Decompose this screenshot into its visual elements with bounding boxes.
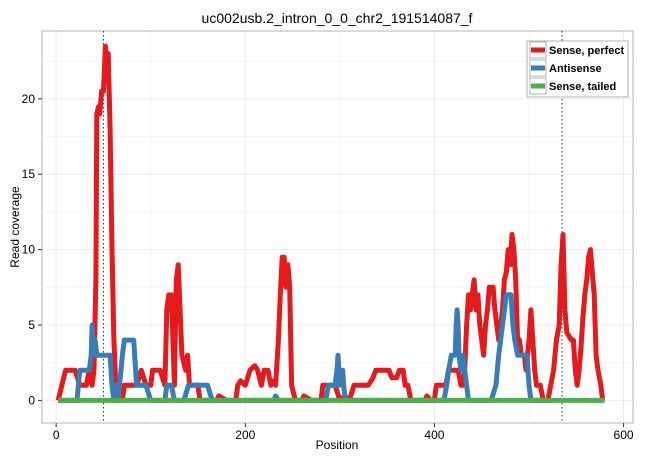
x-tick-label: 600 — [614, 428, 634, 442]
chart-title: uc002usb.2_intron_0_0_chr2_191514087_f — [202, 10, 473, 26]
y-axis-label: Read coverage — [8, 186, 22, 268]
legend: Sense, perfect Antisense Sense, tailed — [526, 40, 629, 98]
x-axis-label: Position — [316, 438, 359, 452]
legend-label: Sense, perfect — [549, 45, 625, 57]
series-line-sense-perfect — [55, 43, 606, 403]
y-tick-label: 5 — [28, 318, 35, 332]
y-axis: 0 5 10 15 20 — [22, 92, 42, 407]
legend-label: Sense, tailed — [549, 81, 616, 93]
x-tick-label: 0 — [53, 428, 60, 442]
series-group — [55, 43, 606, 403]
y-tick-label: 0 — [28, 393, 35, 407]
y-tick-label: 15 — [22, 167, 36, 181]
x-tick-label: 200 — [235, 428, 255, 442]
y-tick-label: 10 — [22, 243, 36, 257]
x-tick-label: 400 — [424, 428, 444, 442]
legend-label: Antisense — [549, 63, 602, 75]
x-axis: 0 200 400 600 — [53, 423, 634, 442]
y-tick-label: 20 — [22, 92, 36, 106]
